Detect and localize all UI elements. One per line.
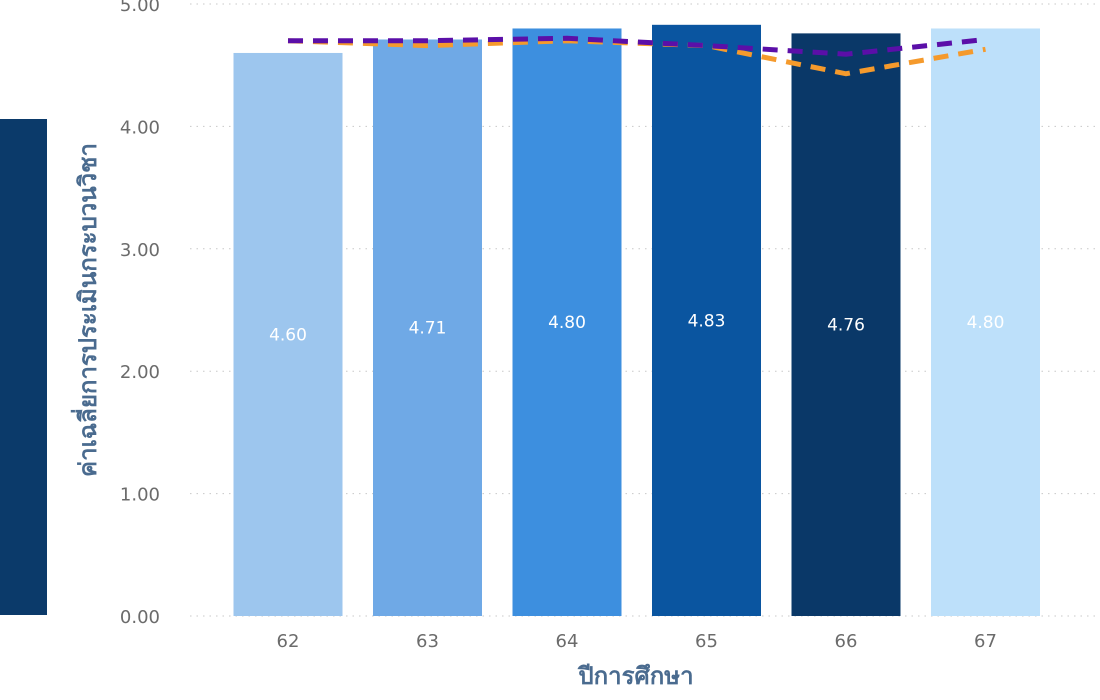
legend-swatch [0,119,47,615]
gridlines [190,3,1100,617]
series-lines [287,35,986,77]
y-tick-label: 3.00 [120,240,160,261]
x-tick-label: 67 [974,631,997,652]
y-tick-label: 2.00 [120,362,160,383]
bar [931,28,1040,617]
bar [652,24,761,617]
y-tick-label: 1.00 [120,485,160,506]
series-line [287,38,986,77]
y-axis-title: ค่าเฉลี่ยการประเมินกระบวนวิชา [70,143,102,477]
x-tick-label: 62 [277,631,300,652]
data-label: 4.83 [688,311,726,331]
bar [512,28,622,617]
x-tick-label: 66 [835,631,858,652]
data-label: 4.80 [967,313,1005,333]
bar [233,52,343,616]
x-tick-label: 63 [416,631,439,652]
bar [373,39,482,617]
data-label: 4.80 [548,313,586,333]
data-label: 4.71 [409,319,447,339]
bars [233,24,1040,617]
series-line [288,35,986,57]
bar [791,33,901,617]
y-tick-label: 5.00 [120,0,160,16]
data-labels: 4.60 4.71 4.80 4.83 4.76 4.80 [269,311,1004,345]
data-label: 4.60 [269,325,307,345]
y-tick-label: 0.00 [120,607,160,628]
x-axis-title: ปีการศึกษา [577,662,693,690]
y-tick-label: 4.00 [120,117,160,138]
data-label: 4.76 [827,316,865,336]
x-tick-label: 65 [695,631,718,652]
x-tick-label: 64 [556,631,579,652]
y-tick-labels: 0.00 1.00 2.00 3.00 4.00 5.00 [120,0,160,628]
x-tick-labels: 62 63 64 65 66 67 [277,631,997,652]
